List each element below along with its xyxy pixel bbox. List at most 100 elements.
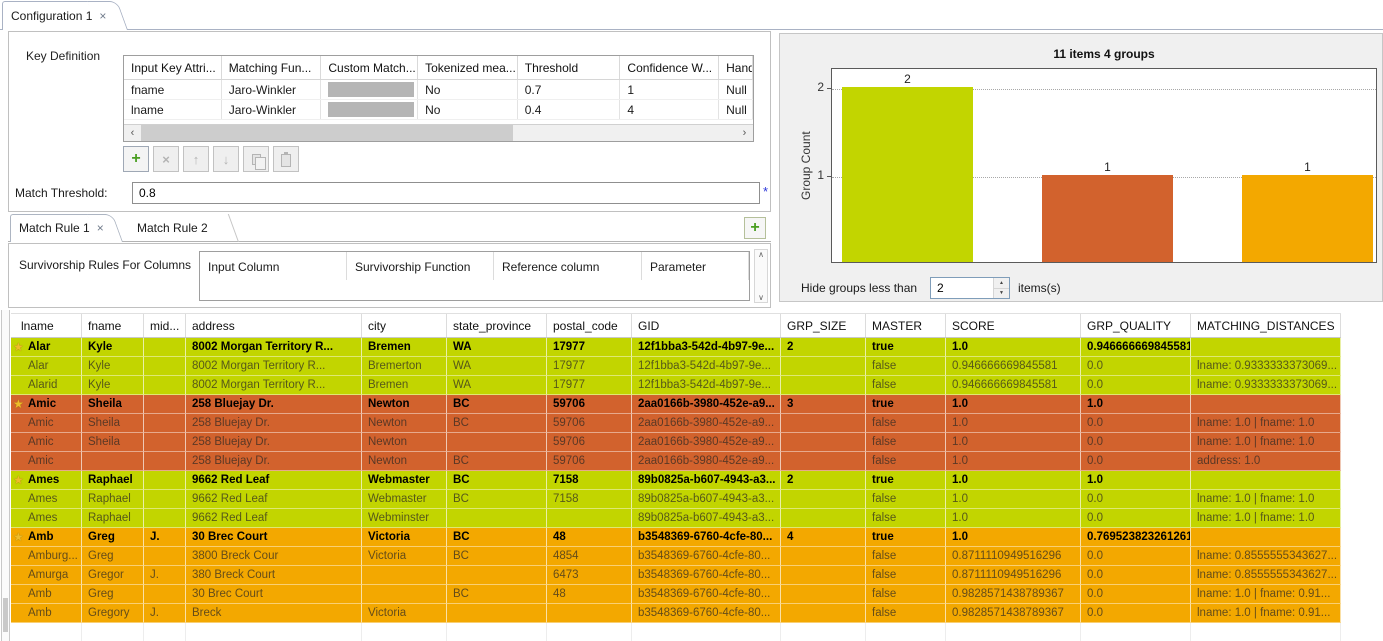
horizontal-scrollbar[interactable]: ‹ › (124, 124, 753, 141)
grid-column-header[interactable]: SCORE (946, 314, 1081, 337)
grid-cell-state_province: BC (447, 414, 547, 433)
grid-cell-grp_quality: 0.0 (1081, 433, 1191, 452)
grid-column-header[interactable]: MASTER (866, 314, 946, 337)
paste-button[interactable] (273, 146, 299, 172)
grid-cell-state_province: BC (447, 490, 547, 509)
grid-column-header[interactable]: GID (632, 314, 781, 337)
grid-column-header[interactable]: lname (11, 314, 82, 337)
key-definition-row[interactable]: lnameJaro-WinklerNo0.44Null (124, 100, 753, 120)
grid-row[interactable]: AmicSheila258 Bluejay Dr.NewtonBC597062a… (11, 414, 1341, 433)
grid-column-header[interactable]: state_province (447, 314, 547, 337)
chart-bar[interactable] (1042, 175, 1173, 263)
grid-column-header[interactable]: mid... (144, 314, 186, 337)
grid-cell-grp_size (781, 433, 866, 452)
grid-cell-score: 1.0 (946, 395, 1081, 414)
scroll-up-icon[interactable]: ∧ (758, 250, 764, 259)
survivorship-label: Survivorship Rules For Columns (19, 258, 191, 272)
grid-row[interactable]: AmicSheila258 Bluejay Dr.Newton597062aa0… (11, 433, 1341, 452)
spinner-down-icon[interactable]: ▼ (993, 288, 1009, 299)
tab-configuration-1[interactable]: Configuration 1 × (2, 1, 120, 30)
spinner-up-icon[interactable]: ▲ (993, 278, 1009, 288)
key-definition-row[interactable]: fnameJaro-WinklerNo0.71Null (124, 80, 753, 100)
match-analysis-window: { "editor_tab": { "title": "Configuratio… (0, 0, 1383, 641)
delete-icon: × (162, 153, 170, 166)
grid-row[interactable]: AmurgaGregorJ.380 Breck Court6473b354836… (11, 566, 1341, 585)
grid-cell-fname: Greg (82, 528, 144, 547)
tab-match-rule-2[interactable]: Match Rule 2 (128, 214, 232, 242)
scrollbar-track[interactable] (513, 125, 736, 141)
grid-column-header[interactable]: MATCHING_DISTANCES (1191, 314, 1341, 337)
grid-row[interactable]: AlarKyle8002 Morgan Territory R...Bremer… (11, 357, 1341, 376)
scroll-left-icon[interactable]: ‹ (124, 125, 141, 141)
grid-cell-matching_distances: lname: 1.0 | fname: 1.0 (1191, 490, 1341, 509)
close-icon[interactable]: × (97, 221, 104, 235)
move-up-button[interactable]: ↑ (183, 146, 209, 172)
grid-vertical-scrollbar[interactable] (1, 310, 10, 641)
grid-cell-matching_distances: lname: 1.0 | fname: 1.0 (1191, 509, 1341, 528)
hide-groups-input[interactable] (931, 278, 993, 298)
grid-empty-cell (447, 623, 547, 641)
scrollbar-thumb[interactable] (141, 125, 513, 141)
grid-cell-master: true (866, 471, 946, 490)
grid-row[interactable]: AlaridKyle8002 Morgan Territory R...Brem… (11, 376, 1341, 395)
key-definition-column-header[interactable]: Custom Match... (321, 56, 418, 79)
move-down-button[interactable]: ↓ (213, 146, 239, 172)
match-threshold-input[interactable] (132, 182, 760, 204)
key-definition-column-header[interactable]: Tokenized mea... (418, 56, 518, 79)
grid-row-master[interactable]: Amic★Sheila258 Bluejay Dr.NewtonBC597062… (11, 395, 1341, 414)
close-icon[interactable]: × (99, 9, 106, 23)
grid-cell-master: false (866, 414, 946, 433)
grid-cell-postal_code (547, 509, 632, 528)
copy-button[interactable] (243, 146, 269, 172)
scroll-down-icon[interactable]: ∨ (758, 293, 764, 302)
grid-cell-mid (144, 395, 186, 414)
grid-column-header[interactable]: city (362, 314, 447, 337)
grid-row[interactable]: AmesRaphael9662 Red LeafWebmasterBC71588… (11, 490, 1341, 509)
key-definition-column-header[interactable]: Matching Fun... (222, 56, 322, 79)
grid-cell-city (362, 566, 447, 585)
vertical-scrollbar[interactable]: ∧ ∨ (754, 249, 768, 303)
grid-column-header[interactable]: GRP_SIZE (781, 314, 866, 337)
chart-bar[interactable] (842, 87, 973, 262)
key-definition-column-header[interactable]: Input Key Attri... (124, 56, 222, 79)
grid-cell-fname: Kyle (82, 357, 144, 376)
grid-column-header[interactable]: postal_code (547, 314, 632, 337)
grid-cell-grp_quality: 0.0 (1081, 414, 1191, 433)
delete-key-button[interactable]: × (153, 146, 179, 172)
grid-row[interactable]: AmesRaphael9662 Red LeafWebminster89b082… (11, 509, 1341, 528)
grid-row-master[interactable]: Alar★Kyle8002 Morgan Territory R...Breme… (11, 338, 1341, 357)
custom-matcher-button[interactable] (328, 102, 413, 117)
grid-row-master[interactable]: Ames★Raphael9662 Red LeafWebmasterBC7158… (11, 471, 1341, 490)
grid-body: Alar★Kyle8002 Morgan Territory R...Breme… (11, 338, 1341, 623)
grid-column-header[interactable]: fname (82, 314, 144, 337)
grid-cell-master: false (866, 509, 946, 528)
grid-row[interactable]: Amburg...Greg3800 Breck CourVictoriaBC48… (11, 547, 1341, 566)
grid-cell-mid (144, 509, 186, 528)
chart-bar[interactable] (1242, 175, 1373, 263)
grid-cell-city: Bremen (362, 338, 447, 357)
key-definition-table: Input Key Attri...Matching Fun...Custom … (123, 55, 754, 142)
grid-column-header[interactable]: GRP_QUALITY (1081, 314, 1191, 337)
grid-row[interactable]: AmbGreg30 Brec CourtBC48b3548369-6760-4c… (11, 585, 1341, 604)
grid-cell-postal_code: 7158 (547, 490, 632, 509)
custom-matcher-button[interactable] (328, 82, 413, 97)
grid-cell-gid: 2aa0166b-3980-452e-a9... (632, 433, 781, 452)
grid-cell-state_province (447, 604, 547, 623)
grid-column-header[interactable]: address (186, 314, 362, 337)
scroll-right-icon[interactable]: › (736, 125, 753, 141)
grid-cell-score: 1.0 (946, 471, 1081, 490)
tab-match-rule-1[interactable]: Match Rule 1 × (10, 214, 116, 242)
add-match-rule-button[interactable]: + (744, 217, 766, 239)
key-definition-column-header[interactable]: Confidence W... (620, 56, 719, 79)
key-definition-column-header[interactable]: Threshold (518, 56, 621, 79)
key-definition-column-header[interactable]: Hand (719, 56, 753, 79)
grid-cell-grp_quality: 0.946666669845581 (1081, 338, 1191, 357)
grid-row[interactable]: AmbGregoryJ.BreckVictoriab3548369-6760-4… (11, 604, 1341, 623)
add-key-button[interactable]: + (123, 146, 149, 172)
paste-icon (281, 154, 291, 167)
grid-row-master[interactable]: Amb★GregJ.30 Brec CourtVictoriaBC48b3548… (11, 528, 1341, 547)
scrollbar-thumb[interactable] (3, 598, 8, 632)
grid-cell-lname: Ames★ (11, 471, 82, 490)
grid-row[interactable]: Amic258 Bluejay Dr.NewtonBC597062aa0166b… (11, 452, 1341, 471)
grid-cell-grp_size: 3 (781, 395, 866, 414)
